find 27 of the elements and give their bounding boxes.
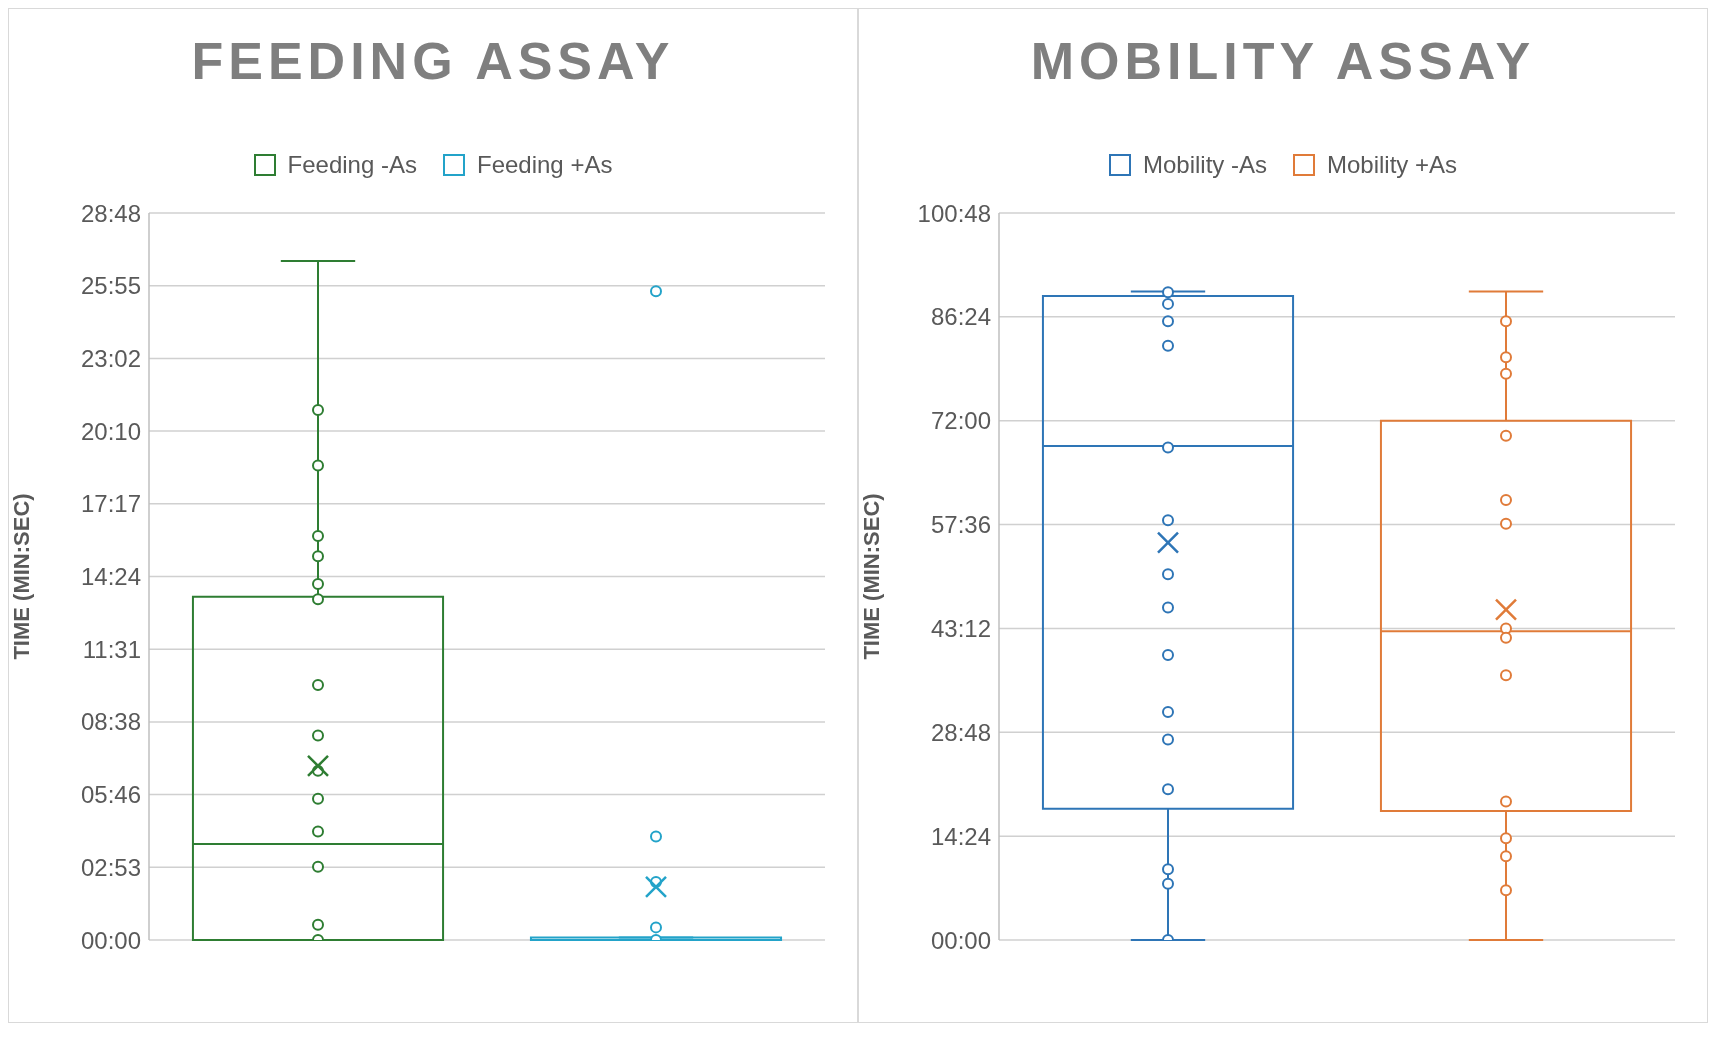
y-tick-label: 00:00	[930, 926, 991, 954]
y-tick-label: 25:55	[80, 272, 141, 300]
y-tick-label: 43:12	[930, 614, 991, 642]
y-tick-label: 20:10	[80, 417, 141, 445]
y-tick-label: 28:48	[930, 718, 991, 746]
y-tick-label: 11:31	[82, 635, 141, 663]
y-tick-label: 00:00	[80, 926, 141, 954]
y-tick-label: 14:24	[930, 822, 991, 850]
y-tick-label: 17:17	[80, 490, 141, 518]
legend-label: Mobility -As	[1142, 151, 1267, 179]
chart-title: MOBILITY ASSAY	[1029, 31, 1537, 92]
y-tick-label: 86:24	[930, 303, 991, 331]
y-tick-label: 08:38	[80, 708, 141, 736]
legend-label: Feeding -As	[287, 151, 417, 179]
y-tick-label: 100:48	[917, 199, 991, 227]
y-axis-title: TIME (MIN:SEC)	[858, 493, 884, 660]
legend-label: Feeding +As	[476, 151, 613, 179]
y-tick-label: 72:00	[930, 407, 991, 435]
y-tick-label: 28:48	[80, 199, 141, 227]
y-axis-title: TIME (MIN:SEC)	[8, 493, 34, 660]
y-tick-label: 57:36	[930, 511, 991, 539]
legend-label: Mobility +As	[1326, 151, 1458, 179]
y-tick-label: 05:46	[80, 781, 141, 809]
y-tick-label: 23:02	[80, 344, 141, 372]
chart-title: FEEDING ASSAY	[190, 31, 676, 92]
y-tick-label: 14:24	[80, 563, 141, 591]
y-tick-label: 02:53	[80, 853, 141, 881]
